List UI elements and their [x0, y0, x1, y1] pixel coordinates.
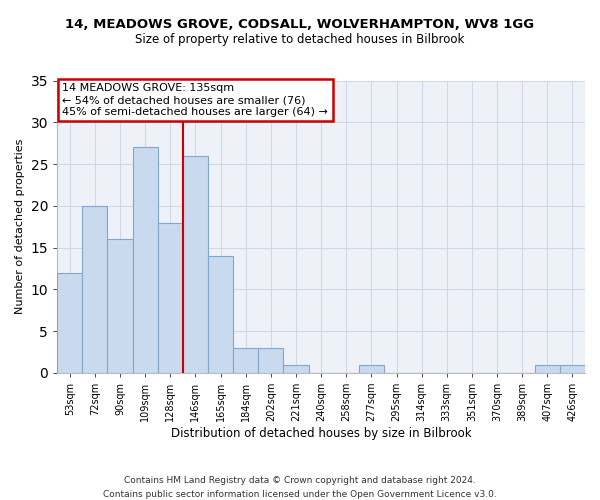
Bar	[133, 148, 158, 373]
Bar	[107, 239, 133, 373]
Bar	[158, 222, 183, 373]
Bar	[57, 272, 82, 373]
Text: Contains HM Land Registry data © Crown copyright and database right 2024.: Contains HM Land Registry data © Crown c…	[124, 476, 476, 485]
Bar	[560, 364, 585, 373]
Text: 14, MEADOWS GROVE, CODSALL, WOLVERHAMPTON, WV8 1GG: 14, MEADOWS GROVE, CODSALL, WOLVERHAMPTO…	[65, 18, 535, 30]
Text: 14 MEADOWS GROVE: 135sqm
← 54% of detached houses are smaller (76)
45% of semi-d: 14 MEADOWS GROVE: 135sqm ← 54% of detach…	[62, 84, 328, 116]
Bar	[82, 206, 107, 373]
X-axis label: Distribution of detached houses by size in Bilbrook: Distribution of detached houses by size …	[171, 427, 472, 440]
Bar	[535, 364, 560, 373]
Bar	[258, 348, 283, 373]
Y-axis label: Number of detached properties: Number of detached properties	[15, 139, 25, 314]
Bar	[233, 348, 258, 373]
Bar	[208, 256, 233, 373]
Bar	[283, 364, 308, 373]
Bar	[359, 364, 384, 373]
Bar	[183, 156, 208, 373]
Text: Size of property relative to detached houses in Bilbrook: Size of property relative to detached ho…	[136, 32, 464, 46]
Text: Contains public sector information licensed under the Open Government Licence v3: Contains public sector information licen…	[103, 490, 497, 499]
